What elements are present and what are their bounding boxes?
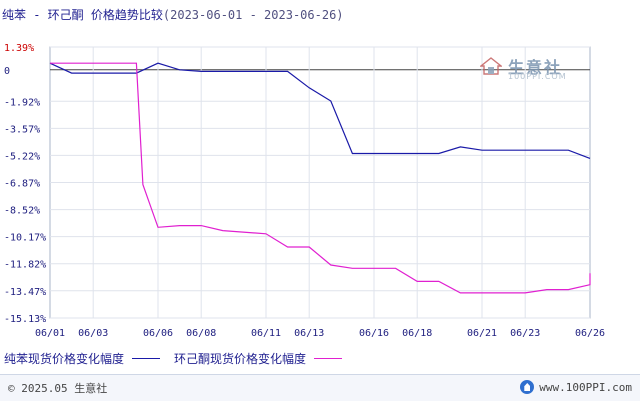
footer-site-link[interactable]: www.100PPI.com bbox=[520, 380, 632, 394]
title-text: 纯苯 - 环己酮 价格趋势比较 bbox=[2, 8, 163, 22]
watermark-domain: 100PPI.COM bbox=[508, 72, 567, 81]
footer-bar: © 2025.05 生意社 www.100PPI.com bbox=[0, 374, 640, 401]
legend-label-cyclohexanone: 环己酮现货价格变化幅度 bbox=[174, 352, 307, 366]
site-logo-icon bbox=[520, 380, 535, 394]
y-tick-label: 0 bbox=[4, 66, 10, 77]
footer-site-text: www.100PPI.com bbox=[539, 380, 632, 394]
legend-item-cyclohexanone: 环己酮现货价格变化幅度 bbox=[174, 350, 348, 367]
house-icon bbox=[480, 57, 502, 75]
y-tick-label: 1.39% bbox=[4, 43, 34, 54]
x-tick-label: 06/16 bbox=[359, 328, 389, 339]
x-tick-label: 06/13 bbox=[294, 328, 324, 339]
watermark-brand: 生意社 bbox=[508, 58, 563, 77]
y-tick-label: -1.92% bbox=[4, 97, 40, 108]
y-tick-label: -15.13% bbox=[4, 314, 46, 325]
x-tick-label: 06/11 bbox=[251, 328, 281, 339]
series-line-1 bbox=[50, 62, 591, 294]
chart-legend: 纯苯现货价格变化幅度 环己酮现货价格变化幅度 bbox=[4, 350, 356, 367]
brand-watermark: 生意社 100PPI.COM bbox=[480, 54, 566, 81]
x-tick-label: 06/08 bbox=[186, 328, 216, 339]
line-chart: 1.39% 0 -1.92% -3.57% -5.22% -6.87% -8.52% -10.… bbox=[4, 43, 605, 339]
x-tick-label: 06/06 bbox=[143, 328, 173, 339]
y-tick-label: -5.22% bbox=[4, 151, 40, 162]
y-tick-label: -13.47% bbox=[4, 287, 46, 298]
y-tick-label: -6.87% bbox=[4, 179, 40, 190]
series-line-0 bbox=[49, 62, 591, 159]
x-tick-label: 06/26 bbox=[575, 328, 605, 339]
y-tick-label: -8.52% bbox=[4, 206, 40, 217]
legend-label-benzene: 纯苯现货价格变化幅度 bbox=[4, 352, 125, 366]
date-range: (2023-06-01 - 2023-06-26) bbox=[162, 8, 344, 22]
x-tick-label: 06/03 bbox=[78, 328, 108, 339]
x-tick-label: 06/01 bbox=[35, 328, 65, 339]
x-tick-label: 06/23 bbox=[510, 328, 540, 339]
chart-title: 纯苯 - 环己酮 价格趋势比较(2023-06-01 - 2023-06-26) bbox=[2, 6, 344, 23]
legend-swatch-cyclohexanone bbox=[314, 358, 343, 359]
legend-swatch-benzene bbox=[132, 358, 161, 359]
footer-copyright: © 2025.05 生意社 bbox=[8, 382, 108, 395]
y-tick-label: -10.17% bbox=[4, 233, 46, 244]
y-tick-label: -3.57% bbox=[4, 124, 40, 135]
x-tick-label: 06/18 bbox=[402, 328, 432, 339]
legend-item-benzene: 纯苯现货价格变化幅度 bbox=[4, 350, 166, 367]
y-tick-label: -11.82% bbox=[4, 260, 46, 271]
x-tick-label: 06/21 bbox=[467, 328, 497, 339]
